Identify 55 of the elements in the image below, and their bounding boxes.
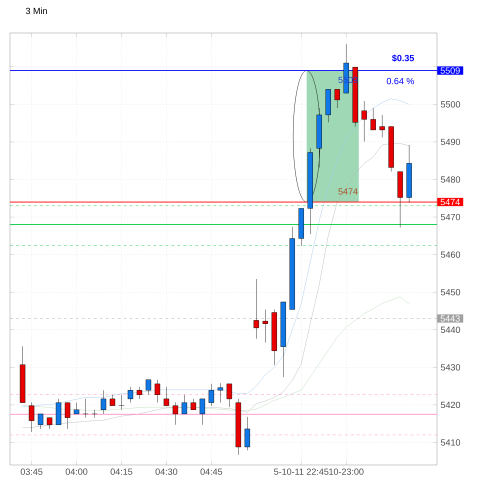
candlestick [172, 402, 178, 426]
y-tick-label: 5440 [440, 326, 460, 333]
y-tick-label: 5420 [440, 402, 460, 408]
candlestick [38, 414, 44, 430]
candlestick [254, 278, 260, 339]
y-tick-label: 5460 [440, 251, 460, 258]
candlestick [118, 394, 124, 410]
ref-line-label: 5509 [440, 67, 460, 74]
candlestick [100, 390, 106, 414]
candlestick [136, 386, 142, 400]
candlestick [146, 380, 152, 395]
x-tick-label: 5-10-11 22:45 [274, 468, 328, 475]
y-tick-label: 5500 [440, 101, 460, 108]
candlestick [182, 394, 188, 414]
candlestick [74, 402, 80, 414]
candlestick [64, 402, 70, 430]
candlestick [226, 384, 232, 408]
candlestick [200, 398, 206, 426]
annotation: 5474 [338, 188, 358, 195]
candlestick [82, 398, 88, 418]
candlestick [370, 108, 376, 130]
x-tick-label: 04:00 [66, 468, 88, 475]
candlestick [244, 416, 250, 451]
x-tick-label: 10-23:00 [329, 468, 364, 475]
y-tick-label: 5490 [440, 138, 460, 146]
candlestick [190, 398, 196, 410]
chart-title: 3 Min [26, 8, 47, 14]
candlestick [56, 398, 62, 426]
y-tick-label: 5410 [440, 439, 460, 446]
y-tick-label: 5450 [440, 289, 460, 296]
y-tick-label: 5470 [440, 214, 460, 220]
ref-line-label: 5443 [440, 315, 460, 322]
y-tick-label: 5430 [440, 364, 460, 371]
candlestick [28, 402, 34, 432]
candlestick [46, 417, 52, 430]
ref-line-label: 5474 [440, 198, 460, 206]
candlestick [208, 384, 214, 406]
candlestick [262, 309, 268, 343]
annotation: $0.35 [392, 54, 414, 62]
candlestick [379, 114, 385, 138]
x-tick-label: 03:45 [20, 468, 42, 475]
annotation: 5509 [338, 76, 358, 84]
candlestick [218, 382, 224, 403]
candlestick [154, 380, 160, 403]
candlestick [92, 410, 98, 418]
annotation: 0.64 % [386, 78, 414, 84]
candlestick [361, 100, 367, 142]
candlestick [164, 386, 170, 406]
y-tick-label: 5480 [440, 176, 460, 183]
x-tick-label: 04:45 [200, 468, 222, 475]
candlestick [110, 394, 116, 406]
x-tick-label: 04:30 [156, 468, 178, 475]
candlestick [128, 386, 134, 403]
x-tick-label: 04:15 [110, 468, 132, 475]
candlestick [334, 89, 340, 108]
